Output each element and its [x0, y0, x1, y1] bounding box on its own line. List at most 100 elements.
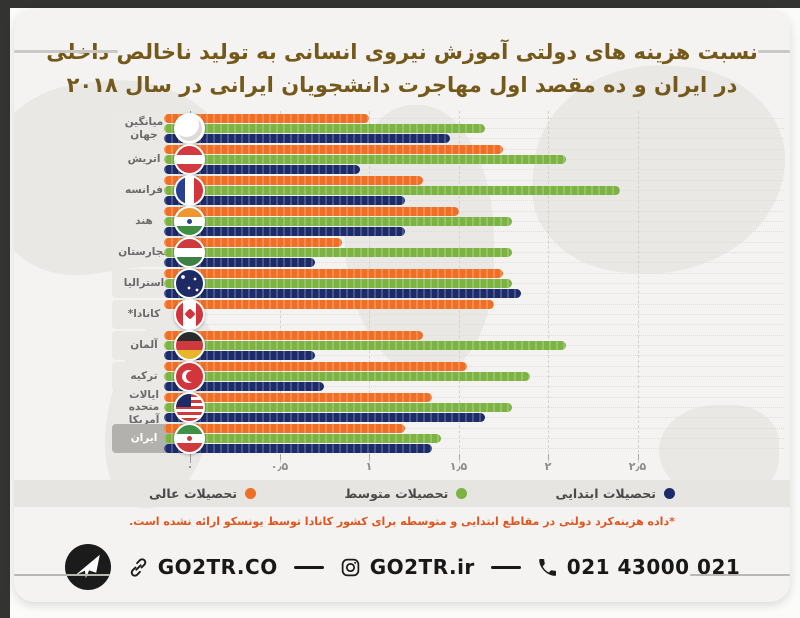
chart-row-germany: آلمان: [14, 330, 790, 361]
title-rule-left: [14, 50, 118, 53]
instagram-label: GO2TR.ir: [369, 555, 475, 579]
bar-primary-usa: [164, 413, 486, 422]
bar-higher-france: [164, 176, 423, 185]
footer-rule-right: [690, 574, 790, 576]
title-rule-right: [758, 50, 790, 53]
bar-chart-plot: میانگین جهان اتریش فرانسه هند مجارستان استرال…: [14, 111, 790, 463]
legend-item-primary: تحصیلات ابتدایی: [556, 486, 675, 501]
bar-higher-usa: [164, 393, 432, 402]
bar-track: [164, 118, 784, 119]
bar-primary-hungary: [164, 258, 316, 267]
x-tick: ۱: [365, 460, 373, 473]
bar-secondary-turkey: [164, 372, 531, 381]
bar-higher-australia: [164, 269, 504, 278]
title-line-1: نسبت هزینه های دولتی آموزش نیروی انسانی …: [46, 40, 758, 64]
bar-higher-world-average: [164, 114, 369, 123]
bar-track: [164, 335, 784, 336]
austria-flag-icon: [174, 144, 205, 175]
chart-row-iran: ایران: [14, 423, 790, 454]
legend-label-higher: تحصیلات عالی: [149, 486, 238, 501]
footer-rule-left: [14, 574, 110, 576]
legend-item-secondary: تحصیلات متوسط: [344, 486, 468, 501]
bar-higher-hungary: [164, 238, 343, 247]
bar-primary-austria: [164, 165, 361, 174]
bar-primary-turkey: [164, 382, 325, 391]
bar-secondary-world-average: [164, 124, 486, 133]
legend-item-higher: تحصیلات عالی: [149, 486, 257, 501]
bar-secondary-hungary: [164, 248, 513, 257]
primary-series-dot-icon: [664, 488, 675, 499]
germany-flag-icon: [174, 330, 205, 361]
tick-mark: [369, 454, 370, 460]
chart-row-canada: کانادا*: [14, 299, 790, 330]
photo-edge-top: [0, 0, 800, 8]
bar-track: [164, 211, 784, 212]
gridline: [637, 111, 639, 463]
iran-flag-icon: [174, 423, 205, 454]
x-tick: ۲٫۵: [628, 460, 647, 473]
x-tick: ۰: [186, 460, 194, 473]
legend-label-primary: تحصیلات ابتدایی: [555, 486, 656, 501]
bar-track: [164, 355, 784, 356]
bar-secondary-germany: [164, 341, 566, 350]
title-line-2: در ایران و ده مقصد اول مهاجرت دانشجویان …: [66, 73, 738, 97]
bar-secondary-usa: [164, 403, 513, 412]
bar-track: [164, 200, 784, 201]
bar-higher-germany: [164, 331, 423, 340]
chart-row-india: هند: [14, 206, 790, 237]
tick-mark: [637, 454, 639, 460]
bar-track: [164, 324, 784, 325]
secondary-series-dot-icon: [456, 488, 468, 499]
bar-track: [164, 231, 784, 232]
chart-row-turkey: ترکیه: [14, 361, 790, 392]
chart-legend: تحصیلات ابتدایی تحصیلات متوسط تحصیلات عالی: [14, 480, 790, 507]
bar-track: [164, 169, 784, 170]
higher-series-dot-icon: [245, 488, 257, 499]
chart-row-austria: اتریش: [14, 144, 790, 175]
bar-track: [164, 314, 784, 315]
bar-primary-australia: [164, 289, 522, 298]
go2tr-logo-icon: [64, 544, 111, 590]
tick-mark: [279, 454, 281, 460]
instagram-icon: [341, 558, 359, 576]
bar-primary-world-average: [164, 134, 450, 143]
chart-row-australia: استرالیا: [14, 268, 790, 299]
chart-row-usa: ایالات متحده آمریکا: [14, 389, 790, 426]
instagram-link[interactable]: GO2TR.ir: [340, 555, 475, 579]
india-flag-icon: [174, 206, 205, 237]
turkey-flag-icon: [174, 361, 205, 392]
bar-track: [164, 242, 784, 243]
x-tick: ۲: [544, 460, 552, 473]
bar-track: [164, 138, 784, 139]
phone-icon: [538, 558, 556, 576]
bar-track: [164, 397, 784, 398]
bar-primary-iran: [164, 444, 432, 453]
bar-higher-turkey: [164, 362, 468, 371]
tick-mark: [458, 454, 460, 460]
usa-flag-icon: [174, 392, 205, 423]
bar-secondary-iran: [164, 434, 441, 443]
footer-separator: [293, 565, 324, 569]
bar-track: [164, 448, 784, 449]
canada-footnote: *داده هزینه‌کرد دولتی در مقاطع ابتدایی و…: [129, 515, 675, 528]
website-label: GO2TR.CO: [157, 555, 278, 579]
x-tick: ۱٫۵: [449, 460, 468, 473]
bar-primary-france: [164, 196, 405, 205]
bar-track: [164, 428, 784, 429]
website-link[interactable]: GO2TR.CO: [128, 555, 278, 579]
bar-higher-austria: [164, 145, 504, 154]
infographic-card: نسبت هزینه های دولتی آموزش نیروی انسانی …: [14, 10, 790, 602]
bar-track: [164, 366, 784, 367]
chart-title: نسبت هزینه های دولتی آموزش نیروی انسانی …: [14, 10, 790, 102]
tick-mark: [548, 454, 549, 460]
footer-separator: [490, 565, 521, 569]
bar-secondary-france: [164, 186, 620, 195]
x-tick: ۰٫۵: [270, 460, 289, 473]
bar-track: [164, 386, 784, 387]
canada-flag-icon: [174, 299, 205, 330]
bar-secondary-austria: [164, 155, 566, 164]
france-flag-icon: [174, 175, 205, 206]
link-icon: [130, 557, 146, 577]
bar-secondary-australia: [164, 279, 513, 288]
gridline: [548, 111, 549, 463]
